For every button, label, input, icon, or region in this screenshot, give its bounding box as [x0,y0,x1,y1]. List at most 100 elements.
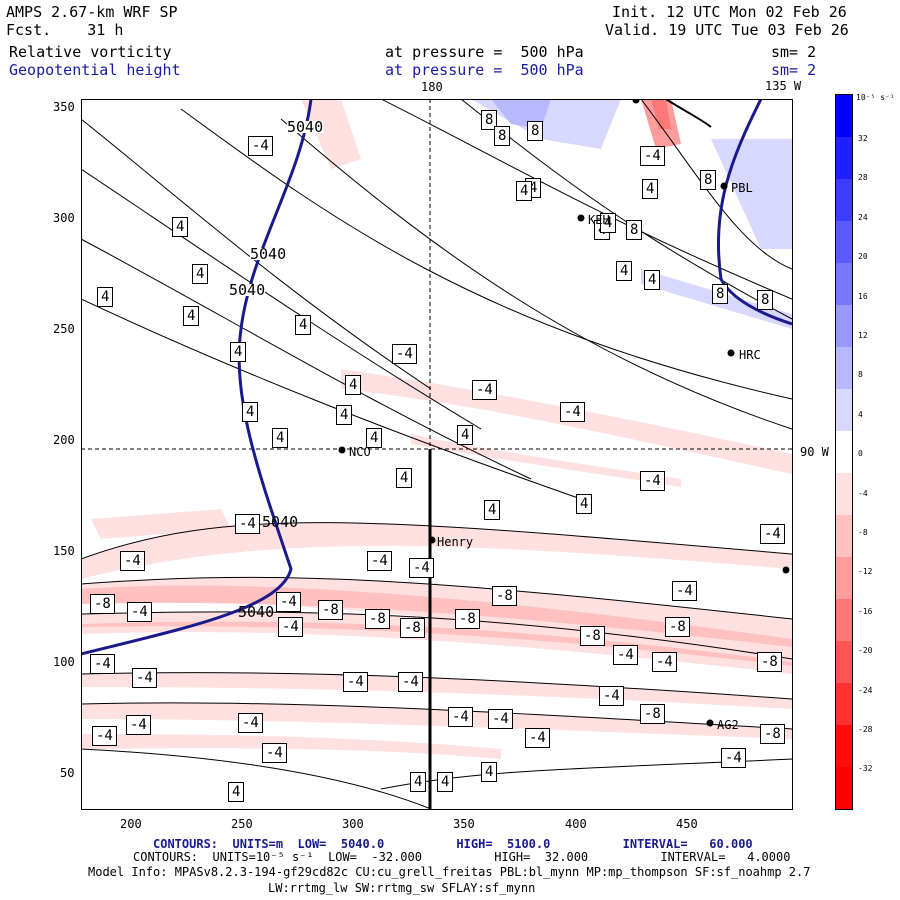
vorticity-contour-label: -4 [472,380,497,400]
vorticity-contour-label: 4 [644,270,661,290]
colorbar-level-label: 8 [858,370,863,380]
vorticity-contour-label: -8 [640,704,665,724]
colorbar-level-label: -28 [858,725,873,734]
vorticity-contour-label: -4 [599,686,624,706]
model-title: AMPS 2.67-km WRF SP [6,3,178,21]
colorbar-level-label: -20 [858,646,873,656]
vorticity-contour-label: -4 [525,728,550,748]
colorbar-level-label: 32 [858,134,868,143]
colorbar-level-label: -8 [858,528,868,537]
vorticity-contour-label: -8 [665,617,690,637]
vorticity-contour-label: 4 [230,342,247,362]
colorbar-level-label: 12 [858,331,868,340]
vorticity-contour-label: 8 [494,126,511,146]
colorbar-cell [836,305,852,347]
x-tick: 400 [565,817,587,831]
field2-level: at pressure = 500 hPa [385,61,584,79]
height-label: 5040 [262,513,299,531]
colorbar-cell [836,263,852,305]
y-tick: 50 [60,766,75,780]
colorbar-cell [836,431,852,473]
forecast-hour: Fcst. 31 h [6,21,124,39]
field2-smoothing: sm= 2 [771,61,817,79]
vorticity-contour-label: -4 [367,551,392,571]
field1-name: Relative vorticity [9,43,172,61]
vorticity-contour-label: 4 [481,762,498,782]
vorticity-contour-label: -4 [448,707,473,727]
footer-physics: LW:rrtmg_lw SW:rrtmg_sw SFLAY:sf_mynn [268,881,536,895]
vorticity-contour-label: 4 [295,315,312,335]
colorbar-level-label: 16 [858,291,868,301]
vorticity-contour-label: 8 [527,121,544,141]
vorticity-contour-label: 4 [616,261,633,281]
height-label: 5040 [229,281,266,299]
station-label-pbl: PBL [731,181,753,195]
colorbar [835,94,853,810]
colorbar-cell [836,683,852,725]
vorticity-contour-label: 8 [712,284,729,304]
field1-level: at pressure = 500 hPa [385,43,584,61]
vorticity-shading [81,99,792,759]
x-tick: 250 [231,817,253,831]
vorticity-contour-label: 8 [481,110,498,130]
init-time: Init. 12 UTC Mon 02 Feb 26 [612,3,847,21]
vorticity-contour-label: -4 [238,713,263,733]
colorbar-level-label: -4 [858,488,868,498]
footer-model-info: Model Info: MPASv8.2.3-194-gf29cd82c CU:… [88,865,811,879]
y-tick: 350 [53,100,75,114]
colorbar-cell [836,599,852,641]
station-dot [727,349,735,357]
vorticity-contour-label: -4 [672,581,697,601]
vorticity-contour-label: 4 [600,213,617,233]
vorticity-contour-label: -8 [400,618,425,638]
vorticity-contour-label: -4 [398,672,423,692]
vorticity-contour-label: 4 [484,500,501,520]
vorticity-contour-label: -4 [90,654,115,674]
vorticity-contour-label: -4 [488,709,513,729]
vorticity-contour-label: -4 [640,471,665,491]
colorbar-cell [836,515,852,557]
station-label-henry: Henry [437,535,474,549]
colorbar-level-label: 0 [858,449,863,459]
vorticity-contour-label: -4 [613,645,638,665]
vorticity-contour-label: -8 [365,609,390,629]
vorticity-contour-label: -4 [721,748,746,768]
vorticity-contour-label: 4 [642,179,659,199]
station-dot [720,182,728,190]
vorticity-contour-label: 4 [396,468,413,488]
y-tick: 150 [53,544,75,558]
vorticity-contour-label: 8 [626,220,643,240]
vorticity-contour-label: 4 [336,405,353,425]
station-dot [782,566,790,574]
lat-label-90w: 90 W [800,445,829,459]
vorticity-contour-label: -4 [248,136,273,156]
y-tick: 300 [53,211,75,225]
colorbar-cell [836,767,852,809]
lon-label-180: 180 [421,80,443,94]
field1-smoothing: sm= 2 [771,43,817,61]
x-tick: 300 [342,817,364,831]
vorticity-contour-label: 4 [457,425,474,445]
footer-height-contours: CONTOURS: UNITS=m LOW= 5040.0 HIGH= 5100… [153,837,753,851]
station-label-keh: KEH [588,213,610,227]
vorticity-contour-label: -8 [492,586,517,606]
station-dot [632,99,640,104]
vorticity-contour-label: 4 [437,772,454,792]
colorbar-level-label: -32 [858,764,873,774]
colorbar-level-label: 20 [858,252,868,262]
station-label-nco: NCO [349,445,371,459]
vorticity-contour-label: -4 [392,344,417,364]
vorticity-contours [81,99,792,809]
vorticity-contour-label: -8 [757,652,782,672]
valid-time: Valid. 19 UTC Tue 03 Feb 26 [605,21,849,39]
vorticity-map [81,99,792,809]
colorbar-cell [836,137,852,179]
vorticity-contour-label: -4 [92,726,117,746]
colorbar-level-label: 24 [858,212,868,222]
vorticity-contour-label: -8 [318,600,343,620]
footer-vorticity-contours: CONTOURS: UNITS=10⁻⁵ s⁻¹ LOW= -32.000 HI… [133,850,791,864]
x-tick: 200 [120,817,142,831]
y-tick: 100 [53,655,75,669]
vorticity-contour-label: -8 [90,594,115,614]
vorticity-contour-label: -4 [760,524,785,544]
